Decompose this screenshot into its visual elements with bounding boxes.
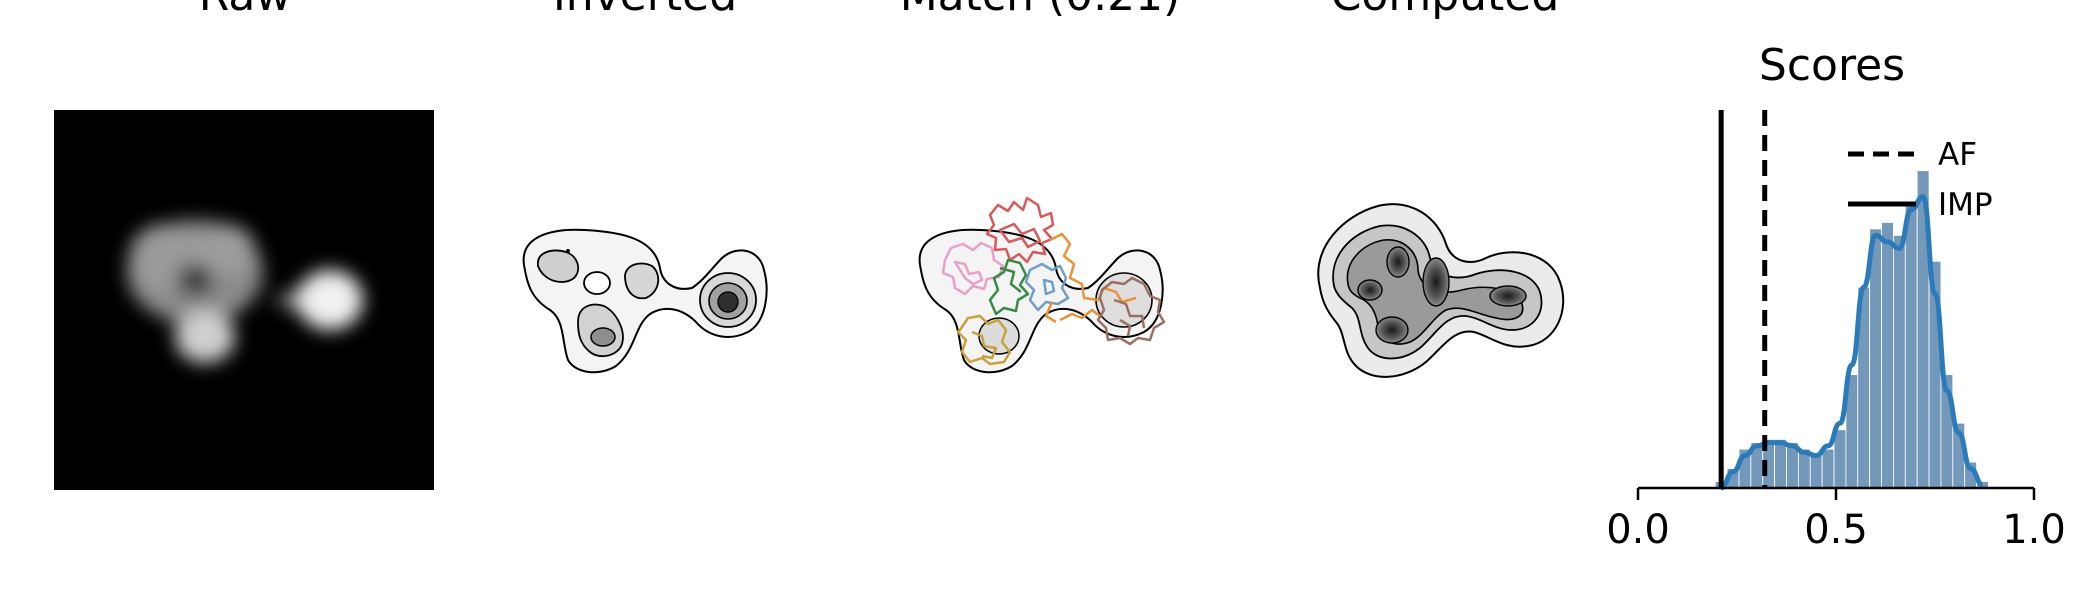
computed-core-2 <box>1422 257 1450 307</box>
panel-title-computed: Computed <box>1331 0 1560 21</box>
match-bottom-contour <box>978 317 1020 355</box>
scores-title: Scores <box>1759 40 1905 91</box>
histogram-bar <box>1893 235 1906 489</box>
panel-title-inverted: Inverted <box>553 0 737 21</box>
panel-title-raw: Raw <box>199 0 292 21</box>
raw-density-image <box>127 220 363 363</box>
histogram-bar <box>1809 455 1823 489</box>
histogram-bar <box>1869 228 1882 489</box>
chain-orange <box>1044 232 1137 324</box>
chain-red <box>985 196 1055 264</box>
inverted-hole <box>583 271 611 295</box>
chain-gold <box>956 314 1012 366</box>
histogram-bar <box>1774 439 1787 489</box>
panel-title-match: Match (0.21) <box>900 0 1181 21</box>
histogram-bars <box>1714 170 1989 489</box>
panel-inverted: Inverted <box>522 0 768 374</box>
histogram-bar <box>1821 448 1835 489</box>
panel-scores: Scores 0.0 0.5 1.0 AF IMP <box>1606 40 2066 553</box>
reference-lines <box>1718 110 1768 488</box>
computed-core-5 <box>1489 285 1527 307</box>
panel-raw: Raw <box>54 0 434 490</box>
x-axis-ticks: 0.0 0.5 1.0 <box>1606 488 2066 553</box>
chain-pink <box>941 241 1005 296</box>
inverted-left-contour <box>537 249 580 283</box>
fitted-structure-chains <box>941 196 1166 366</box>
chain-blue <box>1024 262 1070 312</box>
legend-label-imp: IMP <box>1938 187 1993 223</box>
x-tick-label: 0.5 <box>1804 507 1868 553</box>
inverted-right-contour-3 <box>717 291 739 313</box>
inverted-speck <box>566 249 570 253</box>
inverted-mid-contour <box>624 262 660 300</box>
histogram-bar <box>1881 222 1894 489</box>
inverted-bottom-core <box>590 327 616 347</box>
chain-brown <box>1096 276 1166 346</box>
histogram-bar <box>1904 202 1918 489</box>
chain-green <box>988 258 1030 316</box>
computed-core-3 <box>1357 279 1383 301</box>
legend: AF IMP <box>1848 137 1993 223</box>
computed-core-1 <box>1386 246 1410 278</box>
x-tick-label: 1.0 <box>2002 507 2066 553</box>
computed-core-4 <box>1375 316 1409 344</box>
histogram-bar <box>1833 429 1847 489</box>
panel-match: Match (0.21) <box>900 0 1181 374</box>
x-tick-label: 0.0 <box>1606 507 1670 553</box>
inverted-density-map <box>522 228 768 374</box>
computed-density-map <box>1317 203 1565 378</box>
legend-label-af: AF <box>1938 137 1977 173</box>
panel-computed: Computed <box>1317 0 1565 378</box>
